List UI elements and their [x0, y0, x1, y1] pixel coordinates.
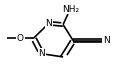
- Text: N: N: [102, 36, 109, 45]
- Text: O: O: [17, 34, 24, 43]
- Text: N: N: [38, 49, 45, 58]
- Text: NH₂: NH₂: [61, 5, 78, 14]
- Text: N: N: [45, 19, 52, 28]
